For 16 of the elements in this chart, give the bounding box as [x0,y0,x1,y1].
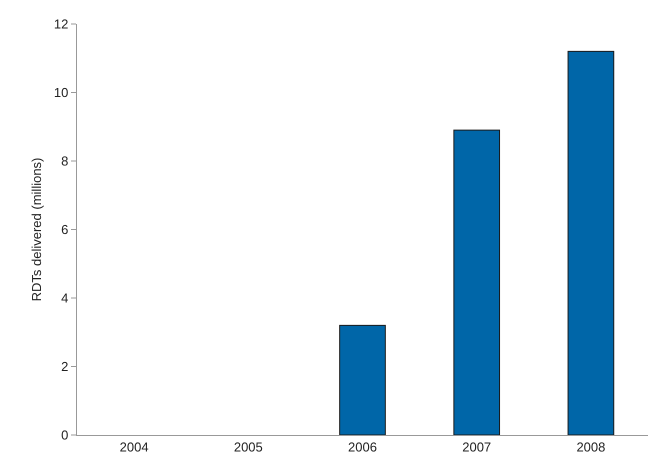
x-tick-label: 2005 [234,440,263,455]
y-tick-label: 6 [61,222,68,238]
y-tick-label: 2 [61,359,68,374]
bar [453,130,500,435]
y-tick-label: 4 [61,290,68,306]
bar [568,50,614,435]
x-tick-label: 2008 [576,440,606,455]
y-tick-label: 8 [61,154,68,169]
x-tick-label: 2007 [462,440,492,455]
y-tick-label: 10 [54,85,68,100]
bar [339,324,386,435]
y-tick-label: 12 [54,16,68,32]
x-tick-label: 2004 [120,440,149,455]
x-tick-label: 2006 [348,440,377,455]
y-tick-label: 0 [61,428,68,443]
y-axis-title: RDTs delivered (millions) [29,158,44,302]
